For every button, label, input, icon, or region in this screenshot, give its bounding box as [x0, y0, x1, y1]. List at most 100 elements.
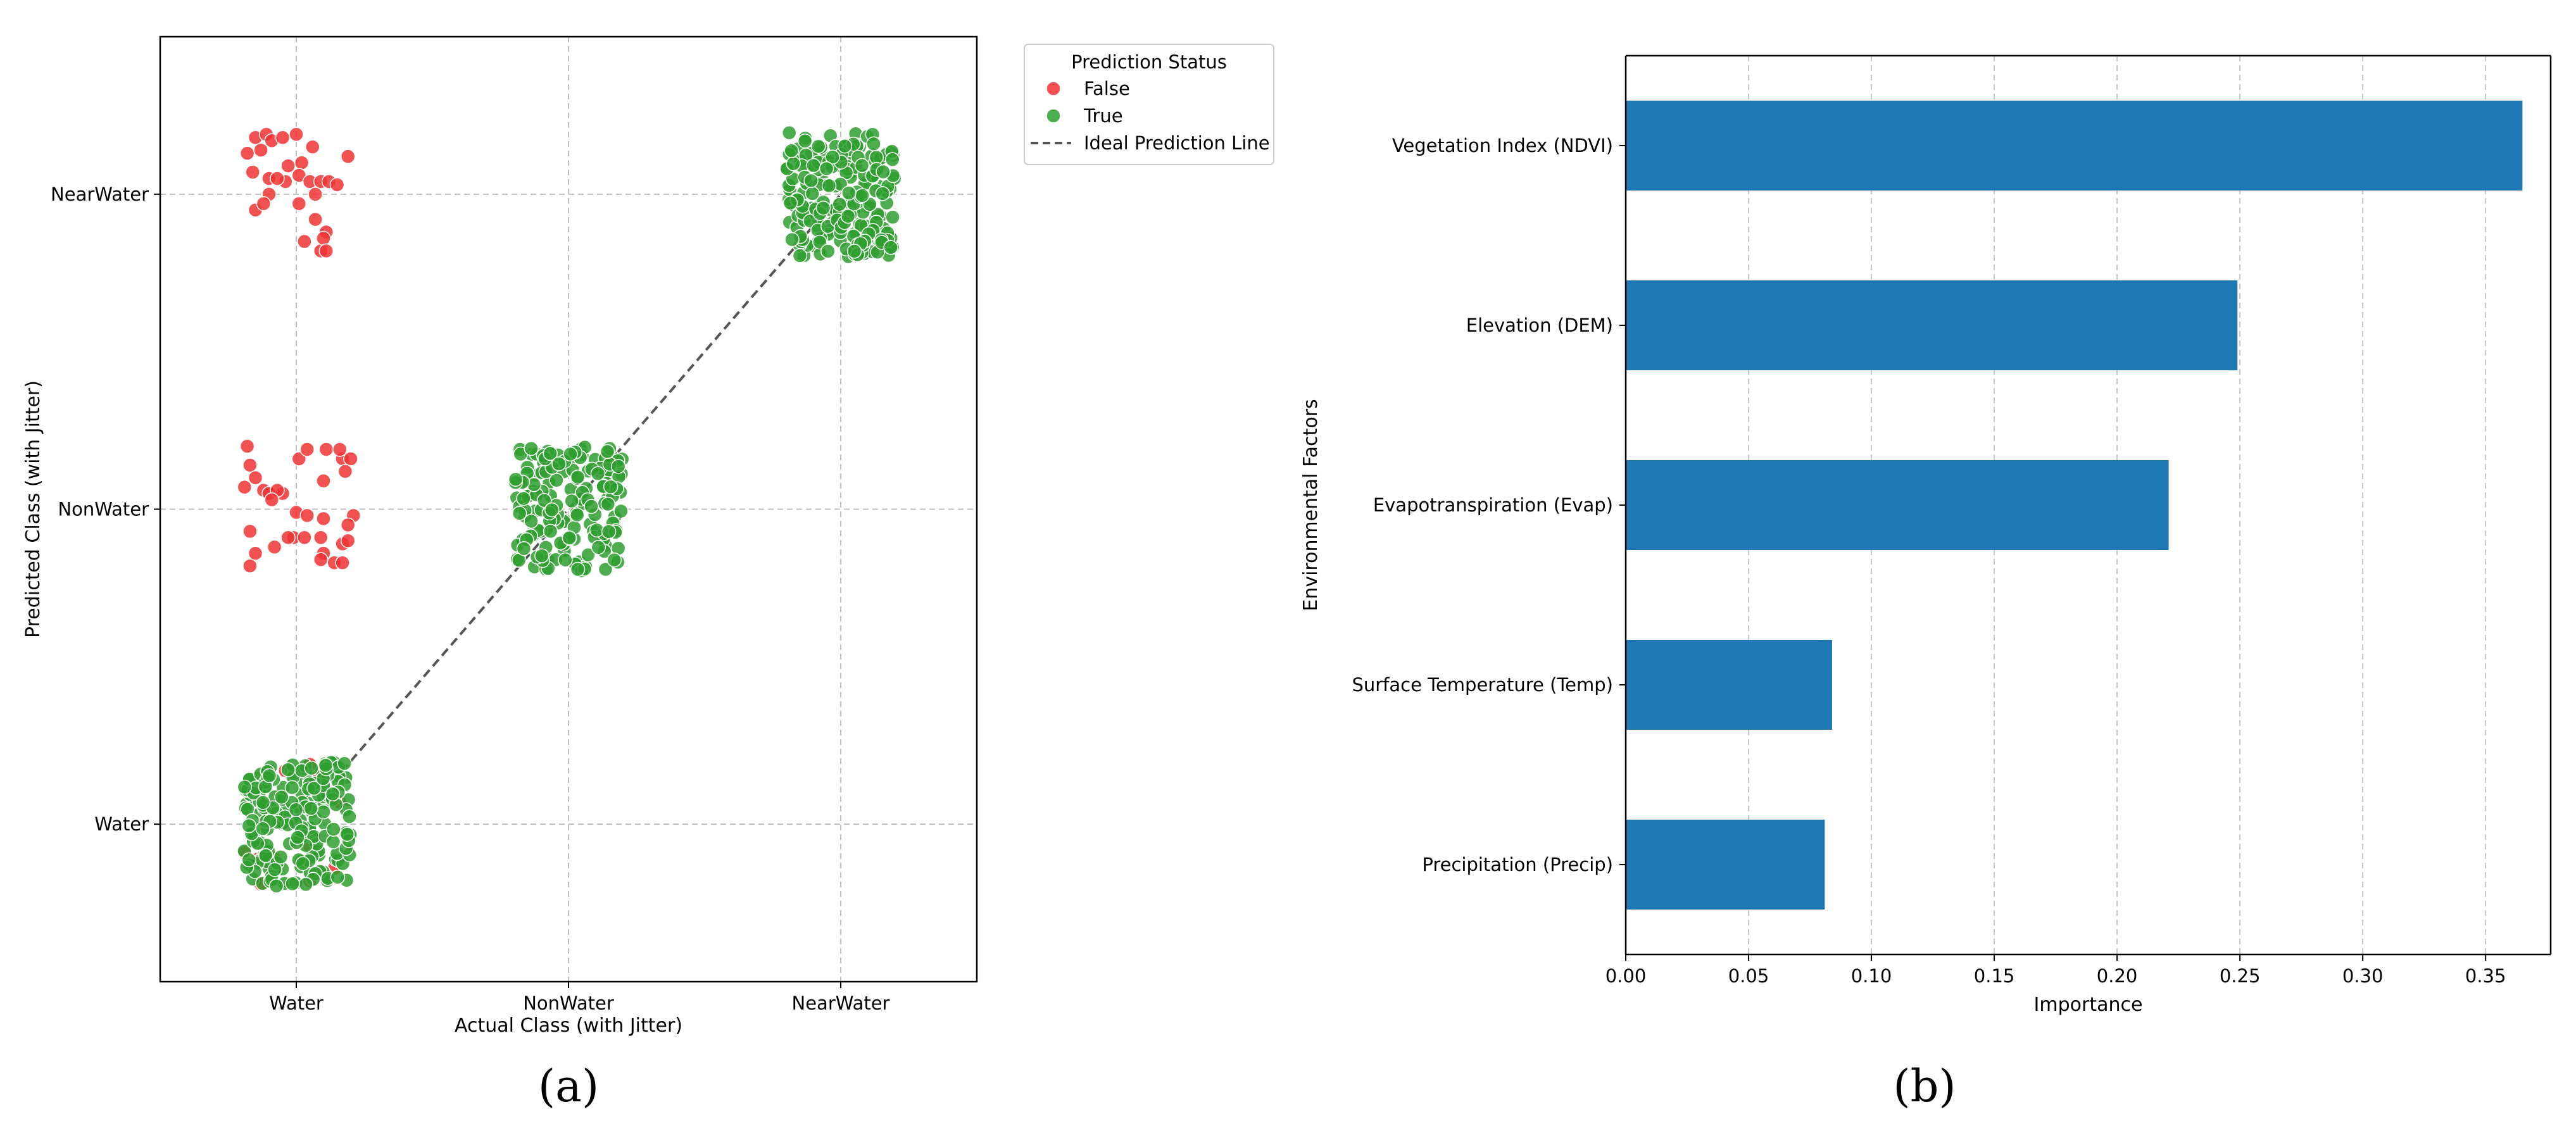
point-true: [543, 523, 558, 539]
point-true: [508, 472, 524, 487]
point-true: [543, 446, 558, 461]
point-false: [308, 211, 323, 227]
point-false: [318, 442, 334, 457]
point-false: [318, 243, 334, 259]
legend: Prediction Status False True Ideal Predi…: [1024, 44, 1274, 165]
x-tick-label: 0.35: [2465, 965, 2506, 987]
panel-a-label: (a): [538, 1060, 599, 1112]
point-true: [806, 158, 821, 173]
point-true: [544, 502, 560, 518]
point-true: [598, 561, 613, 577]
point-true: [854, 158, 870, 173]
panel-b-bars: [1626, 101, 2523, 910]
point-false: [316, 230, 331, 246]
y-tick-label-surface-temperature-temp: Surface Temperature (Temp): [1352, 674, 1613, 696]
point-true: [786, 156, 801, 172]
point-false: [289, 127, 304, 142]
point-false: [280, 530, 296, 546]
x-tick-label: 0.25: [2220, 965, 2261, 987]
point-true: [290, 830, 305, 845]
point-true: [820, 244, 836, 259]
point-false: [316, 473, 331, 489]
y-tick-label-water: Water: [94, 813, 149, 835]
point-true: [563, 446, 578, 462]
point-true: [884, 152, 900, 167]
point-true: [337, 756, 352, 771]
point-true: [295, 856, 311, 872]
point-true: [792, 248, 808, 263]
point-true: [841, 185, 857, 201]
point-true: [280, 762, 296, 777]
point-false: [343, 451, 358, 466]
point-true: [564, 493, 579, 509]
point-false: [256, 196, 272, 211]
point-true: [810, 139, 826, 154]
point-true: [237, 779, 253, 795]
panel-a-scatter-chart: Water NonWater NearWater Water NonWater Near…: [22, 35, 1274, 1112]
point-true: [330, 870, 346, 885]
point-true: [883, 240, 898, 255]
point-true: [600, 444, 615, 460]
legend-false-marker: [1046, 81, 1061, 96]
panel-b-y-ticks: Vegetation Index (NDVI) Elevation (DEM) Ev…: [1352, 135, 1626, 875]
point-true: [570, 507, 585, 523]
point-false: [299, 508, 315, 523]
point-true: [803, 173, 819, 189]
point-true: [781, 125, 797, 141]
point-true: [326, 822, 341, 837]
point-true: [784, 232, 800, 247]
bar-vegetation-index-ndvi: [1626, 101, 2523, 191]
point-false: [245, 165, 260, 180]
x-tick-label: 0.20: [2097, 965, 2138, 987]
point-true: [516, 541, 532, 556]
point-true: [316, 804, 331, 820]
panel-a-y-axis-label: Predicted Class (with Jitter): [22, 380, 44, 638]
point-false: [242, 523, 258, 539]
panel-a-x-ticks: Water NonWater NearWater: [269, 982, 890, 1014]
point-false: [313, 552, 329, 567]
point-true: [339, 827, 355, 842]
bar-elevation-dem: [1626, 280, 2238, 370]
legend-box: [1024, 44, 1274, 165]
point-true: [581, 547, 596, 563]
x-tick-label-nearwater: NearWater: [792, 992, 890, 1014]
point-true: [603, 479, 619, 494]
point-false: [337, 464, 353, 479]
point-false: [299, 442, 315, 457]
legend-true-marker: [1046, 108, 1061, 123]
point-false: [239, 146, 255, 161]
point-true: [570, 469, 586, 485]
point-false: [280, 158, 296, 173]
point-true: [273, 849, 289, 865]
point-false: [267, 539, 282, 554]
y-tick-label-elevation-dem: Elevation (DEM): [1466, 315, 1613, 336]
point-true: [284, 780, 300, 796]
point-true: [821, 178, 837, 194]
point-false: [340, 533, 356, 549]
point-true: [837, 138, 853, 154]
point-true: [241, 818, 256, 834]
point-false: [332, 442, 348, 457]
bar-surface-temperature-temp: [1626, 640, 1832, 730]
point-true: [304, 760, 319, 776]
x-tick-label: 0.00: [1605, 965, 1647, 987]
point-true: [570, 561, 586, 577]
point-true: [832, 197, 848, 212]
point-true: [549, 472, 564, 488]
point-true: [815, 200, 831, 216]
x-tick-label: 0.05: [1728, 965, 1769, 987]
legend-true-label: True: [1083, 105, 1123, 127]
point-true: [516, 491, 531, 506]
point-true: [268, 878, 284, 894]
series-true: [237, 125, 902, 894]
point-true: [285, 876, 300, 891]
point-true: [606, 552, 622, 568]
point-true: [855, 188, 870, 203]
x-tick-label-water: Water: [269, 992, 324, 1014]
point-true: [306, 780, 322, 796]
panel-a-y-ticks: Water NonWater NearWater: [51, 184, 160, 835]
legend-ideal-line-label: Ideal Prediction Line: [1084, 132, 1270, 154]
point-true: [558, 552, 573, 568]
point-true: [274, 789, 289, 805]
